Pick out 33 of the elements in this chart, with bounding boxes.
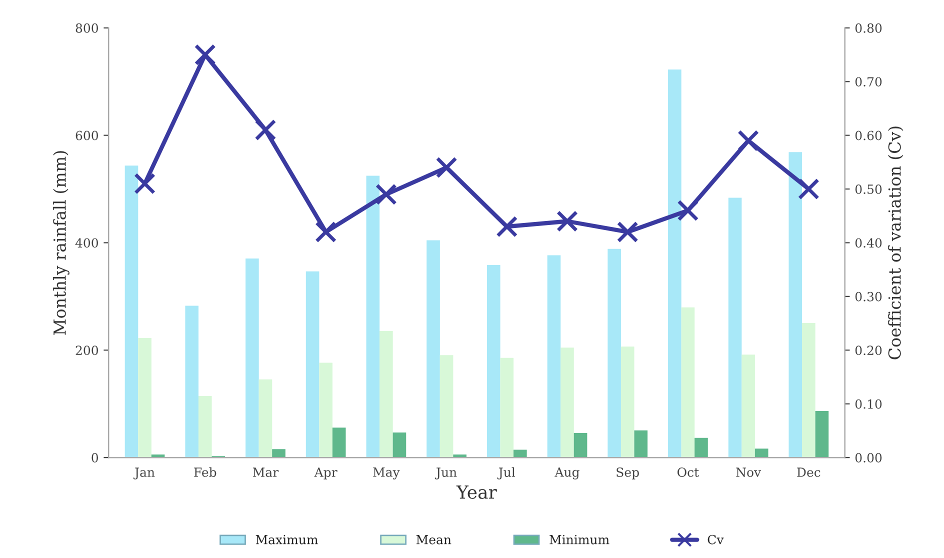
- y2-axis-title: Coefficient of variation (Cv): [888, 126, 904, 360]
- x-tick-label: Apr: [314, 468, 338, 480]
- y2-tick-label: 0.00: [855, 453, 882, 462]
- x-tick-label: Oct: [678, 468, 699, 477]
- y2-tick-label: 0.60: [855, 130, 882, 140]
- x-tick-label: Sep: [616, 468, 639, 480]
- x-axis-title: Year: [456, 485, 497, 499]
- y-tick-label: 0: [92, 453, 98, 462]
- y-tick-label: 200: [76, 346, 98, 356]
- x-tick-label: May: [373, 467, 400, 480]
- x-tick-label: Jun: [434, 468, 457, 480]
- y-tick-label: 400: [75, 238, 98, 248]
- x-tick-label: Aug: [554, 467, 580, 480]
- y-tick-label: 600: [76, 130, 98, 140]
- x-tick-label: Jan: [133, 468, 155, 480]
- y-tick-label: 800: [76, 23, 98, 33]
- x-tick-label: Mar: [252, 468, 279, 477]
- y2-tick-label: 0.10: [855, 399, 882, 409]
- y2-tick-label: 0.20: [855, 346, 882, 356]
- y2-tick-label: 0.50: [855, 184, 882, 194]
- y2-tick-label: 0.40: [855, 238, 882, 248]
- x-tick-label: Jul: [497, 467, 516, 480]
- legend-label: Minimum: [550, 534, 610, 544]
- x-tick-label: Dec: [797, 468, 820, 477]
- y2-tick-label: 0.80: [855, 23, 882, 33]
- legend-label: Maximum: [256, 534, 318, 544]
- legend-label: Mean: [416, 535, 452, 544]
- y2-tick-label: 0.70: [855, 77, 882, 87]
- x-tick-label: Feb: [194, 467, 216, 477]
- y2-tick-label: 0.30: [855, 292, 882, 302]
- legend-label: Cv: [708, 534, 724, 544]
- x-tick-label: Nov: [736, 468, 762, 477]
- y-axis-title: Monthly rainfall (mm): [53, 151, 70, 335]
